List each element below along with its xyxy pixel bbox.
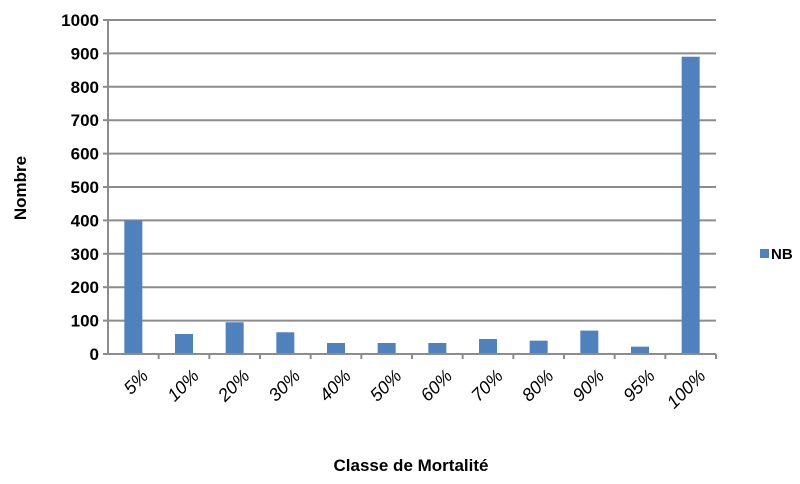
y-tick-label: 600: [71, 145, 99, 164]
bar-70pct: [479, 338, 497, 354]
y-tick-label: 700: [71, 111, 99, 130]
y-tick-label: 200: [71, 278, 99, 297]
x-tick-label: 20%: [213, 366, 253, 406]
x-tick-label: 100%: [663, 366, 710, 413]
y-tick-labels: 0 100 200 300 400 500 600 700 800 900 1000: [61, 11, 99, 364]
y-tick-label: 0: [90, 345, 99, 364]
x-axis-title: Classe de Mortalité: [334, 456, 489, 475]
bar-100pct: [681, 56, 700, 355]
bar-90pct: [580, 330, 599, 354]
bar-30pct: [276, 332, 295, 354]
bar-20pct: [225, 322, 244, 354]
x-tick-label: 30%: [265, 366, 305, 406]
x-tick-label: 10%: [163, 366, 203, 406]
y-tick-label: 400: [71, 211, 99, 230]
x-tick-labels: 5% 10% 20% 30% 40% 50% 60% 70% 80% 90% 95% 100%: [120, 366, 710, 413]
x-tick-label: 90%: [569, 366, 609, 406]
legend-swatch-nb: [760, 249, 769, 258]
bar-50pct: [377, 342, 396, 354]
y-tick-label: 100: [71, 312, 99, 331]
x-tick-label: 80%: [518, 366, 558, 406]
y-tick-label: 1000: [61, 11, 99, 30]
bar-10pct: [175, 333, 193, 354]
x-tick-label: 40%: [315, 366, 355, 406]
legend: NB: [760, 246, 793, 263]
bar-80pct: [529, 340, 548, 354]
bar-5pct: [124, 220, 143, 354]
y-tick-label: 300: [71, 245, 99, 264]
bar-40pct: [327, 342, 345, 354]
bars: [124, 56, 700, 355]
bar-60pct: [428, 342, 447, 354]
legend-label-nb: NB: [771, 246, 793, 263]
x-tick-label: 5%: [120, 366, 153, 399]
bar-95pct: [631, 346, 649, 354]
x-tick-label: 60%: [417, 366, 457, 406]
x-tick-label: 50%: [366, 366, 406, 406]
x-tick-label: 95%: [619, 366, 659, 406]
y-tick-label: 800: [71, 78, 99, 97]
y-tick-label: 500: [71, 178, 99, 197]
y-tick-label: 900: [71, 44, 99, 63]
x-tick-label: 70%: [467, 366, 507, 406]
y-axis-title: Nombre: [11, 156, 30, 220]
axes: [103, 19, 717, 359]
gridlines: [108, 19, 716, 322]
